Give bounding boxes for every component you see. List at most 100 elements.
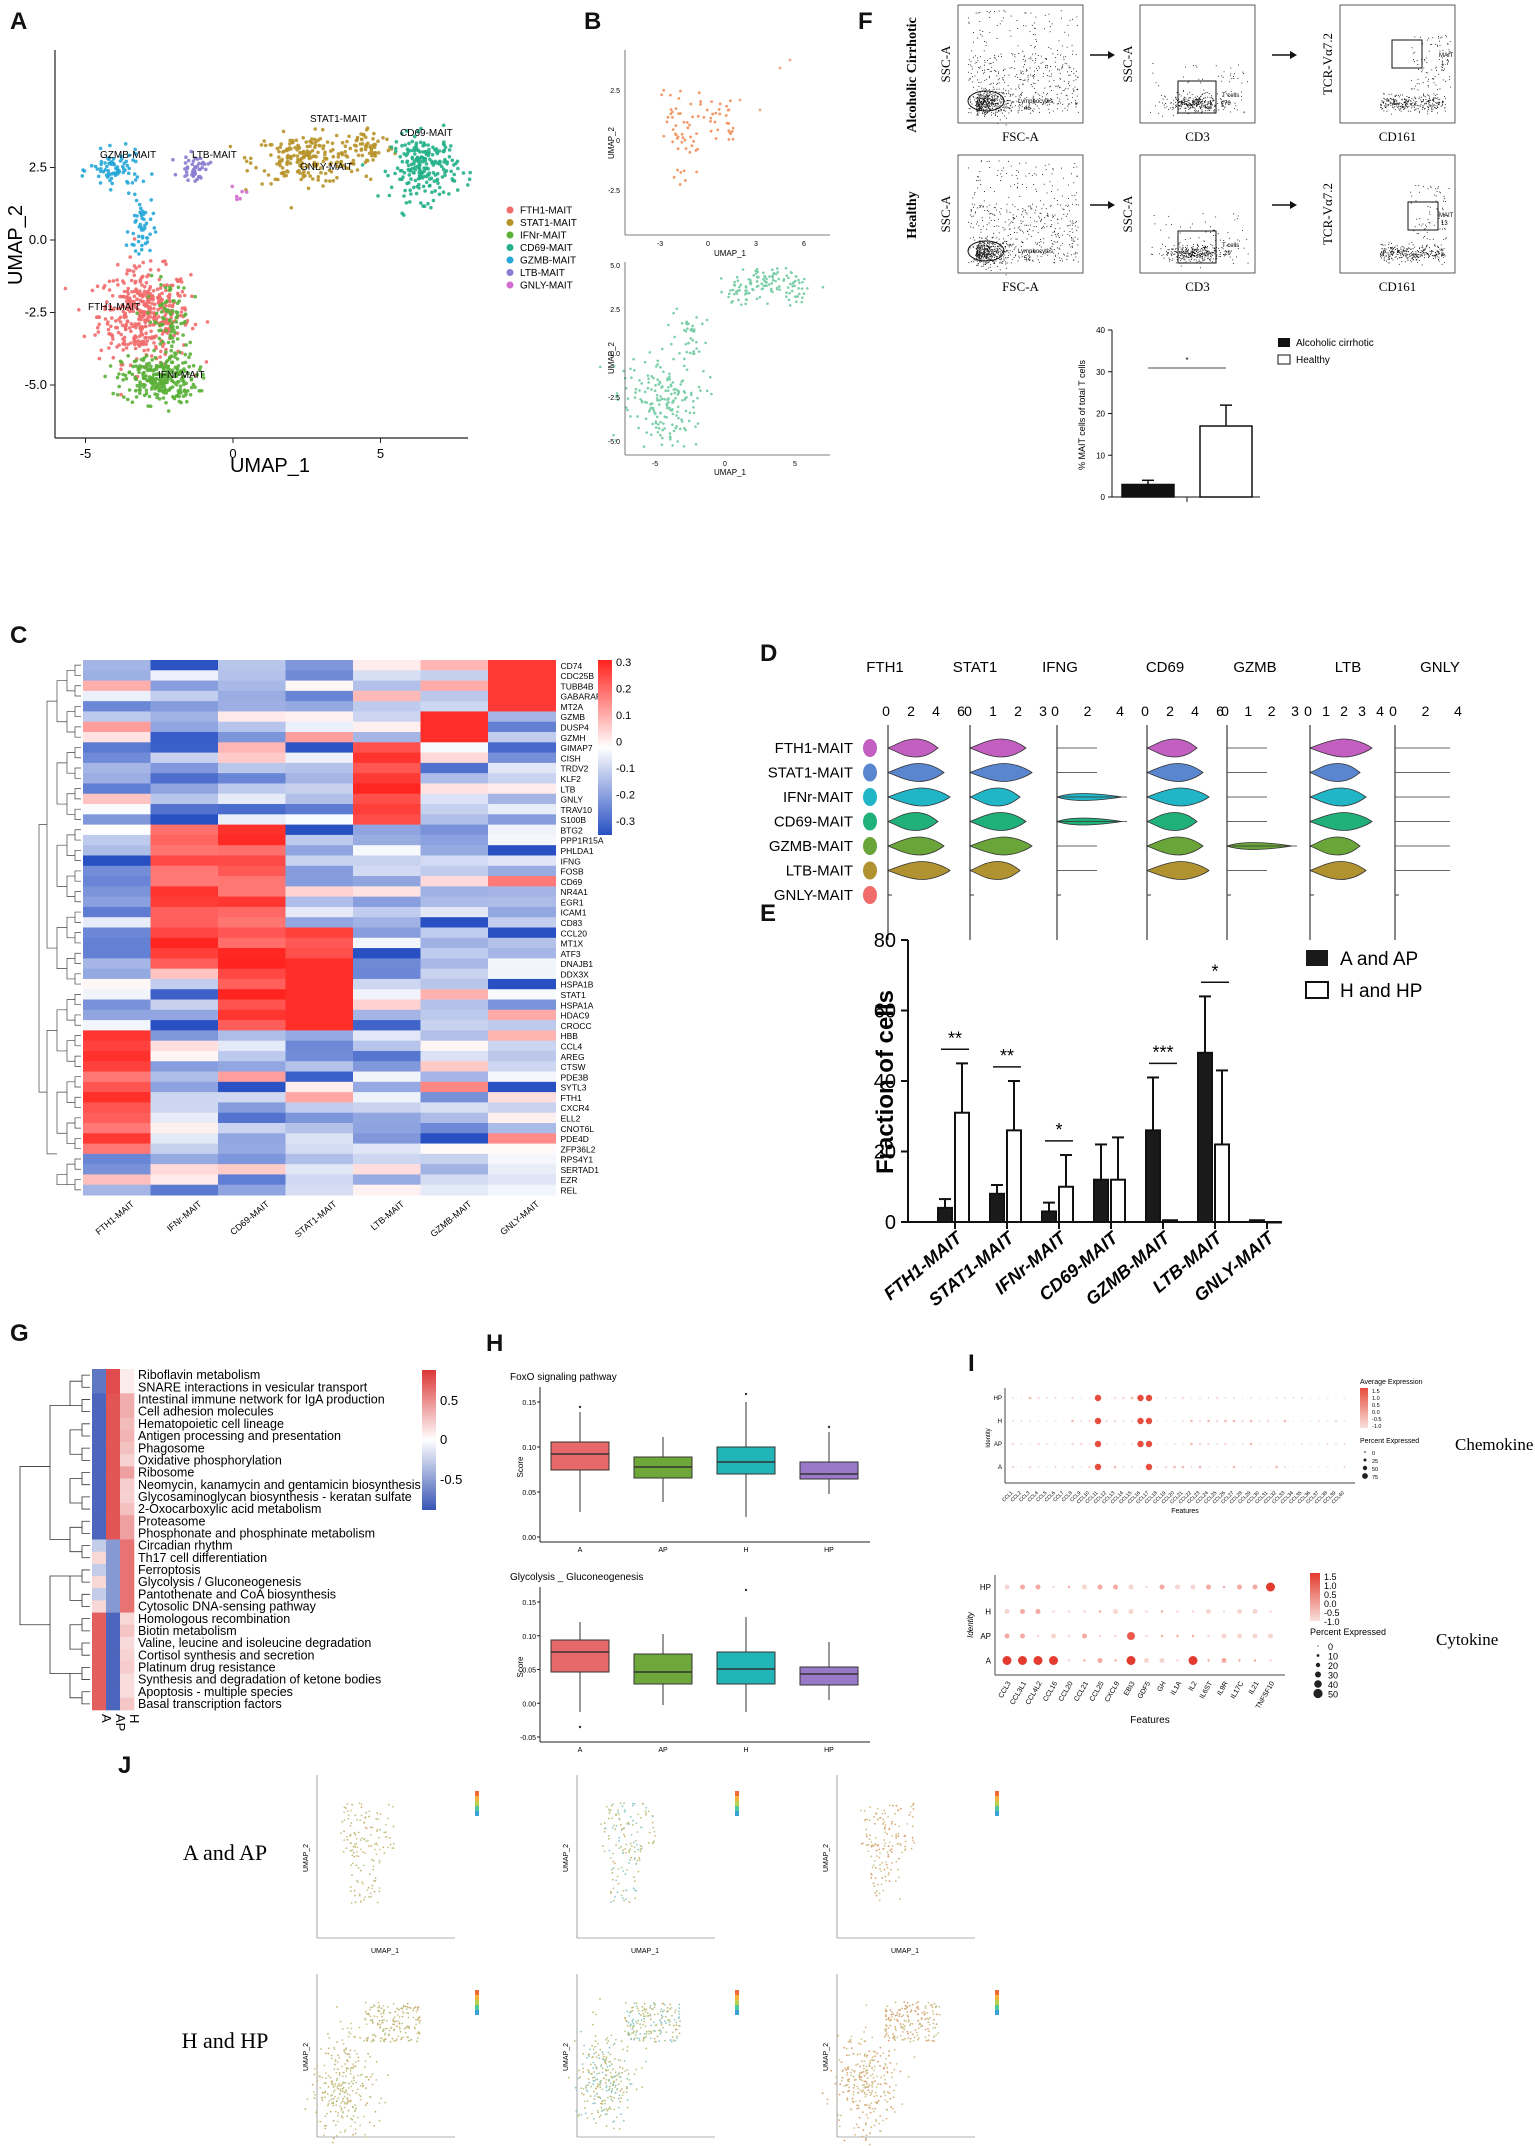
event — [1241, 95, 1242, 97]
umap-point — [153, 230, 158, 234]
event — [980, 248, 981, 249]
event — [1000, 262, 1002, 264]
event — [1444, 107, 1446, 109]
event — [1012, 222, 1014, 223]
umap-point — [97, 322, 101, 327]
umap-point — [681, 399, 684, 402]
umap-point — [132, 342, 137, 347]
event — [1075, 253, 1076, 255]
umap-point — [676, 405, 680, 409]
event — [995, 203, 997, 205]
umap-point — [129, 322, 133, 326]
umap-point — [204, 360, 209, 364]
event — [1201, 102, 1203, 104]
umap-point — [676, 410, 679, 414]
event — [1005, 263, 1007, 265]
event — [1010, 185, 1012, 187]
umap-point — [162, 306, 167, 311]
event — [1009, 250, 1011, 252]
gate-name: Lymphocytes — [1018, 249, 1053, 255]
event — [1386, 105, 1388, 107]
umap-point — [167, 357, 172, 361]
umap-point — [731, 137, 735, 141]
event — [1186, 255, 1187, 257]
umap-point — [727, 108, 731, 112]
event — [1412, 105, 1414, 107]
axis-xlabel: FSC-A — [1002, 129, 1039, 144]
umap-point — [650, 402, 653, 406]
event — [1424, 59, 1425, 60]
umap-point — [63, 286, 68, 291]
event — [983, 257, 984, 259]
event — [978, 256, 980, 258]
event — [972, 246, 974, 248]
event — [992, 100, 994, 102]
event — [1056, 103, 1058, 105]
umap-point — [290, 140, 295, 145]
umap-point — [354, 148, 358, 153]
event — [1204, 107, 1206, 108]
event — [1187, 82, 1189, 84]
event — [1011, 259, 1013, 261]
event — [1419, 112, 1420, 114]
event — [1206, 96, 1208, 98]
event — [997, 96, 999, 98]
event — [1417, 261, 1419, 263]
umap-point — [138, 279, 143, 284]
event — [1020, 94, 1021, 95]
event — [972, 81, 974, 83]
event — [1404, 253, 1406, 255]
event — [1006, 209, 1008, 211]
event — [1423, 67, 1425, 69]
event — [1002, 77, 1004, 78]
event — [1425, 76, 1427, 78]
event — [996, 25, 998, 26]
umap-point — [191, 170, 195, 175]
umap-point — [450, 158, 455, 163]
event — [993, 88, 995, 90]
umap-point — [170, 309, 175, 313]
event — [1009, 95, 1011, 97]
umap-point — [652, 408, 655, 412]
event — [1030, 206, 1032, 208]
event — [1011, 174, 1013, 176]
event — [1218, 256, 1220, 257]
event — [994, 105, 996, 107]
event — [1010, 244, 1011, 246]
event — [981, 266, 983, 267]
event — [1232, 263, 1234, 264]
umap-point — [666, 378, 669, 382]
umap-point — [692, 411, 696, 415]
event — [1210, 256, 1212, 258]
umap-point — [133, 334, 137, 338]
umap-point — [685, 350, 689, 354]
event — [1427, 113, 1429, 115]
event — [1203, 240, 1205, 242]
event — [969, 99, 971, 101]
event — [1002, 91, 1004, 93]
event — [968, 112, 970, 113]
event — [1050, 204, 1052, 206]
umap-point — [762, 284, 766, 287]
event — [1053, 215, 1054, 217]
event — [997, 82, 998, 84]
event — [1203, 105, 1205, 107]
umap-point — [714, 137, 718, 140]
umap-point — [148, 268, 153, 272]
event — [1391, 102, 1393, 104]
event — [1422, 99, 1424, 101]
umap-point — [121, 279, 125, 283]
umap-point — [440, 175, 445, 179]
event — [984, 255, 985, 257]
event — [998, 71, 999, 73]
event — [1066, 46, 1068, 48]
event — [1432, 98, 1434, 100]
umap-point — [410, 156, 415, 161]
panel-b-umaps: UMAP_1 UMAP_2 UMAP_1 UMAP_2 -3 0 3 62.50-2.… — [598, 50, 830, 477]
umap-point — [419, 201, 423, 205]
umap-point — [244, 190, 249, 194]
umap-point — [682, 169, 686, 173]
umap-point — [389, 185, 394, 190]
y-tick-label: -2.5 — [25, 305, 47, 320]
umap-point — [157, 277, 162, 282]
